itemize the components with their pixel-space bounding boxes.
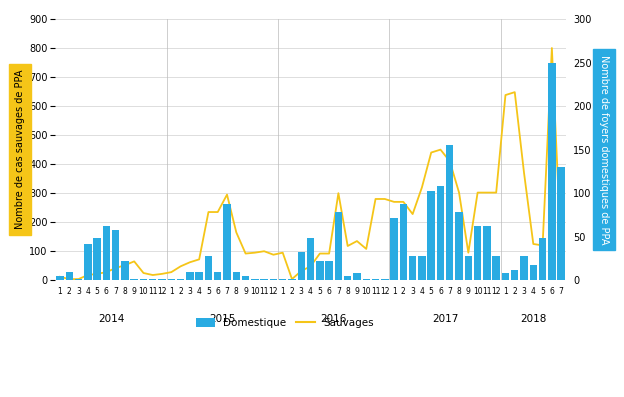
Bar (195, 272, 203, 280)
Bar (233, 272, 240, 280)
Bar (557, 167, 565, 280)
Bar (66, 272, 73, 280)
Bar (325, 261, 333, 280)
Bar (316, 261, 323, 280)
Bar (483, 226, 490, 280)
Bar (260, 279, 268, 280)
Bar (168, 279, 175, 280)
Text: 2016: 2016 (321, 314, 347, 324)
Text: 2018: 2018 (520, 314, 547, 324)
Bar (465, 256, 472, 280)
Bar (418, 256, 426, 280)
Text: 2015: 2015 (209, 314, 236, 324)
Y-axis label: Nombre de cas sauvages de PPA: Nombre de cas sauvages de PPA (15, 70, 25, 229)
Bar (56, 276, 64, 280)
Bar (242, 276, 250, 280)
Text: 2017: 2017 (432, 314, 458, 324)
Bar (399, 204, 407, 280)
Bar (94, 239, 101, 280)
Bar (456, 212, 463, 280)
Bar (307, 239, 314, 280)
Bar (214, 272, 222, 280)
Bar (140, 279, 147, 280)
Bar (409, 256, 416, 280)
Bar (446, 145, 454, 280)
Bar (391, 218, 397, 280)
Bar (270, 279, 277, 280)
Bar (205, 256, 212, 280)
Bar (177, 279, 184, 280)
Bar (548, 63, 555, 280)
Bar (102, 226, 110, 280)
Bar (344, 276, 351, 280)
Bar (149, 279, 157, 280)
Bar (158, 279, 166, 280)
Bar (223, 204, 231, 280)
Legend: Domestique, Sauvages: Domestique, Sauvages (192, 314, 378, 333)
Bar (474, 226, 481, 280)
Bar (186, 272, 193, 280)
Bar (520, 256, 528, 280)
Y-axis label: Nombre de foyers domestiques de PPA: Nombre de foyers domestiques de PPA (599, 55, 609, 245)
Bar (539, 239, 546, 280)
Bar (288, 279, 296, 280)
Bar (363, 279, 370, 280)
Bar (112, 230, 119, 280)
Text: 2014: 2014 (98, 314, 124, 324)
Bar (353, 273, 361, 280)
Bar (381, 279, 389, 280)
Bar (530, 264, 537, 280)
Bar (334, 212, 342, 280)
Bar (130, 279, 138, 280)
Bar (251, 279, 258, 280)
Bar (502, 273, 509, 280)
Bar (372, 279, 379, 280)
Bar (84, 244, 92, 280)
Bar (427, 191, 435, 280)
Bar (279, 279, 286, 280)
Bar (437, 186, 444, 280)
Bar (75, 279, 82, 280)
Bar (492, 256, 500, 280)
Bar (121, 261, 129, 280)
Bar (298, 252, 305, 280)
Bar (511, 270, 519, 280)
